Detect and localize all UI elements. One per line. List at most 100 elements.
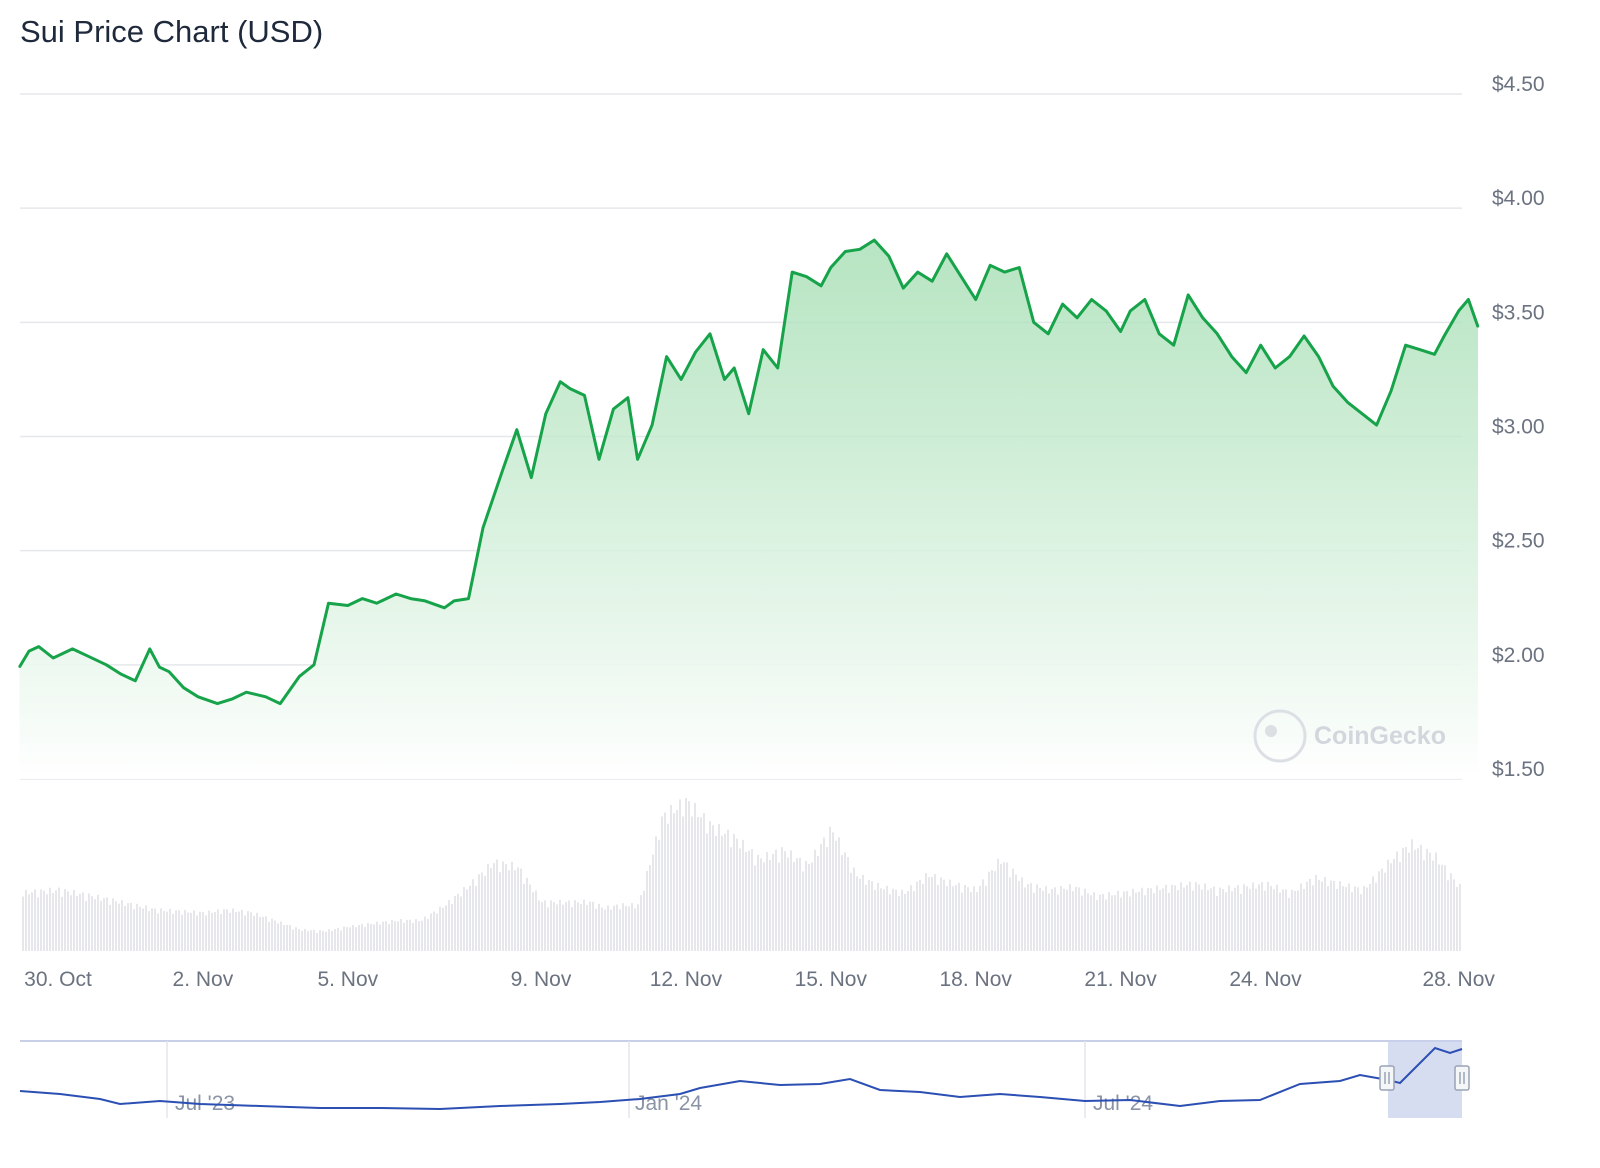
price-point [776, 367, 779, 369]
volume-bar [739, 848, 741, 951]
volume-bar [955, 885, 957, 951]
navigator[interactable]: Jul '23 Jan '24 Jul '24 [19, 1040, 1470, 1118]
volume-bar [64, 888, 66, 951]
volume-bar [1243, 884, 1245, 951]
volume-bar [568, 900, 570, 951]
volume-bar [1441, 864, 1443, 951]
price-point [501, 469, 504, 472]
volume-bar [520, 868, 522, 951]
volume-bar [502, 861, 504, 951]
volume-bar [640, 895, 642, 951]
volume-bar [175, 910, 177, 951]
volume-bar [1117, 890, 1119, 951]
volume-bar [82, 892, 84, 951]
volume-bar [142, 908, 144, 951]
volume-bar [517, 867, 519, 951]
volume-bar [1363, 886, 1365, 951]
volume-bar [154, 908, 156, 951]
volume-bar [877, 882, 879, 951]
price-point [651, 424, 653, 426]
range-end-handle[interactable] [1454, 1065, 1470, 1091]
volume-bar [958, 882, 960, 951]
volume-bar [748, 850, 750, 951]
x-tick-label: 15. Nov [795, 968, 868, 991]
volume-bar [448, 900, 450, 951]
price-point [598, 458, 600, 461]
volume-bar [337, 927, 339, 951]
volume-bar [1165, 884, 1167, 951]
volume-bar [841, 855, 843, 951]
volume-bar [1453, 879, 1455, 951]
volume-bar [775, 849, 777, 951]
volume-bar [727, 829, 729, 951]
volume-bar [1096, 899, 1098, 951]
volume-bar [547, 907, 549, 951]
price-point [1018, 266, 1020, 269]
volume-bar [1429, 852, 1431, 951]
volume-bar [133, 909, 135, 951]
volume-bar [934, 874, 936, 951]
volume-bar [787, 857, 789, 951]
volume-bar [130, 902, 132, 951]
price-point [1032, 321, 1035, 324]
volume-bar [1228, 885, 1230, 951]
price-point [530, 476, 533, 479]
volume-bar [802, 871, 804, 951]
volume-bar [343, 926, 345, 951]
volume-bar [40, 889, 42, 951]
volume-bar [349, 927, 351, 951]
volume-bar [556, 904, 558, 951]
volume-bar [526, 877, 528, 951]
volume-bar [1411, 839, 1413, 951]
volume-bar [1387, 859, 1389, 951]
volume-bar [937, 884, 939, 951]
volume-bar [1384, 872, 1386, 951]
volume-bar [790, 850, 792, 951]
volume-bar [799, 857, 801, 951]
volume-bar [238, 911, 240, 951]
volume-bar [1072, 891, 1074, 951]
volume-bar [550, 900, 552, 951]
volume-bar [664, 812, 666, 951]
volume-bar [199, 911, 201, 951]
volume-bar [532, 892, 534, 951]
volume-bar [145, 905, 147, 951]
volume-bar [661, 816, 663, 951]
price-point [1467, 298, 1470, 301]
volume-bar [490, 868, 492, 951]
volume-bar [793, 861, 795, 951]
volume-bar [1150, 888, 1152, 951]
volume-bar [1252, 882, 1254, 951]
volume-bar [1309, 878, 1311, 951]
range-start-handle[interactable] [1379, 1065, 1395, 1091]
price-point [52, 657, 54, 659]
volume-bar [1297, 890, 1299, 951]
volume-bar [622, 903, 624, 951]
x-axis: 30. Oct 2. Nov 5. Nov 9. Nov 12. Nov 15. Nov 1… [24, 968, 1495, 991]
volume-bar [586, 905, 588, 951]
volume-bar [673, 813, 675, 951]
volume-bar [1288, 897, 1290, 951]
volume-bar [412, 922, 414, 951]
volume-bar [1039, 887, 1041, 951]
y-tick-label: $4.00 [1492, 187, 1545, 210]
volume-bar [160, 908, 162, 951]
volume-bar [940, 877, 942, 951]
y-tick-label: $3.00 [1492, 416, 1545, 439]
volume-bar [1189, 881, 1191, 951]
volume-bar [202, 912, 204, 951]
volume-bar [805, 861, 807, 951]
volume-bar [331, 930, 333, 951]
volume-bar [952, 886, 954, 951]
volume-bar [1102, 894, 1104, 951]
volume-bar [211, 912, 213, 951]
volume-bar [922, 883, 924, 951]
volume-bar [232, 908, 234, 951]
watermark: CoinGecko [1253, 709, 1446, 763]
y-tick-label: $3.50 [1492, 301, 1545, 324]
volume-bar [1405, 847, 1407, 951]
volume-bar [1180, 882, 1182, 951]
price-point [694, 351, 697, 353]
volume-bar [1357, 887, 1359, 951]
